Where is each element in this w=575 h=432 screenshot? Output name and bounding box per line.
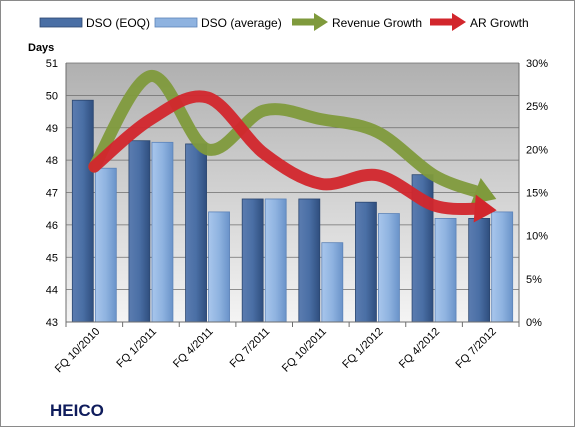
legend-label: DSO (average) (201, 16, 282, 30)
company-label: HEICO (50, 401, 104, 420)
bar-dso-eoq (468, 217, 491, 323)
bar-dso-eoq (128, 140, 151, 323)
bar-dso-average (151, 141, 174, 323)
legend-label: DSO (EOQ) (86, 16, 150, 30)
bar-dso-eoq (298, 198, 321, 323)
left-axis-ticks: 43 44 45 46 47 48 49 50 51 (46, 58, 58, 329)
bar-dso-eoq (185, 143, 207, 323)
legend: DSO (EOQ) DSO (average) Revenue Growth AR G… (39, 13, 529, 31)
y-tick-label: 47 (46, 188, 58, 200)
y2-tick-label: 30% (526, 58, 548, 70)
legend-swatch (154, 17, 198, 28)
ar-growth-line (88, 90, 485, 216)
y-tick-label: 51 (46, 58, 58, 70)
bar-dso-average (321, 242, 344, 323)
bar-dso-average (94, 167, 117, 323)
y-tick-label: 49 (46, 123, 58, 135)
bar-dso-average (208, 211, 230, 323)
bar-dso-eoq (71, 99, 94, 323)
y-tick-label: 44 (46, 285, 58, 297)
y2-tick-label: 15% (526, 188, 548, 200)
legend-arrow-head (452, 13, 466, 31)
bar-dso-average (434, 217, 457, 323)
legend-swatch (39, 17, 83, 28)
ar-growth-arrowhead (473, 194, 497, 223)
revenue-growth-line (88, 69, 486, 199)
y-tick-label: 46 (46, 220, 58, 232)
y2-tick-label: 10% (526, 231, 548, 243)
y-tick-label: 43 (46, 317, 58, 329)
y-tick-label: 50 (46, 90, 58, 102)
right-axis-ticks: 0% 5% 10% 15% 20% 25% 30% (526, 58, 548, 329)
y2-tick-label: 25% (526, 101, 548, 113)
growth-lines (88, 69, 497, 223)
y2-tick-label: 20% (526, 144, 548, 156)
bar-dso-average (491, 211, 514, 323)
y-tick-label: 45 (46, 252, 58, 264)
bar-dso-eoq (241, 198, 264, 323)
legend-arrow-head (314, 13, 328, 31)
legend-label: AR Growth (470, 16, 529, 30)
y-axis-title: Days (28, 42, 54, 54)
bar-dso-eoq (355, 201, 377, 323)
axes (65, 63, 520, 327)
y2-tick-label: 5% (526, 274, 542, 286)
bar-dso-average (378, 213, 400, 323)
bars (71, 99, 514, 323)
y-tick-label: 48 (46, 155, 58, 167)
y2-tick-label: 0% (526, 317, 542, 329)
legend-label: Revenue Growth (332, 16, 422, 30)
bar-dso-average (264, 198, 287, 323)
